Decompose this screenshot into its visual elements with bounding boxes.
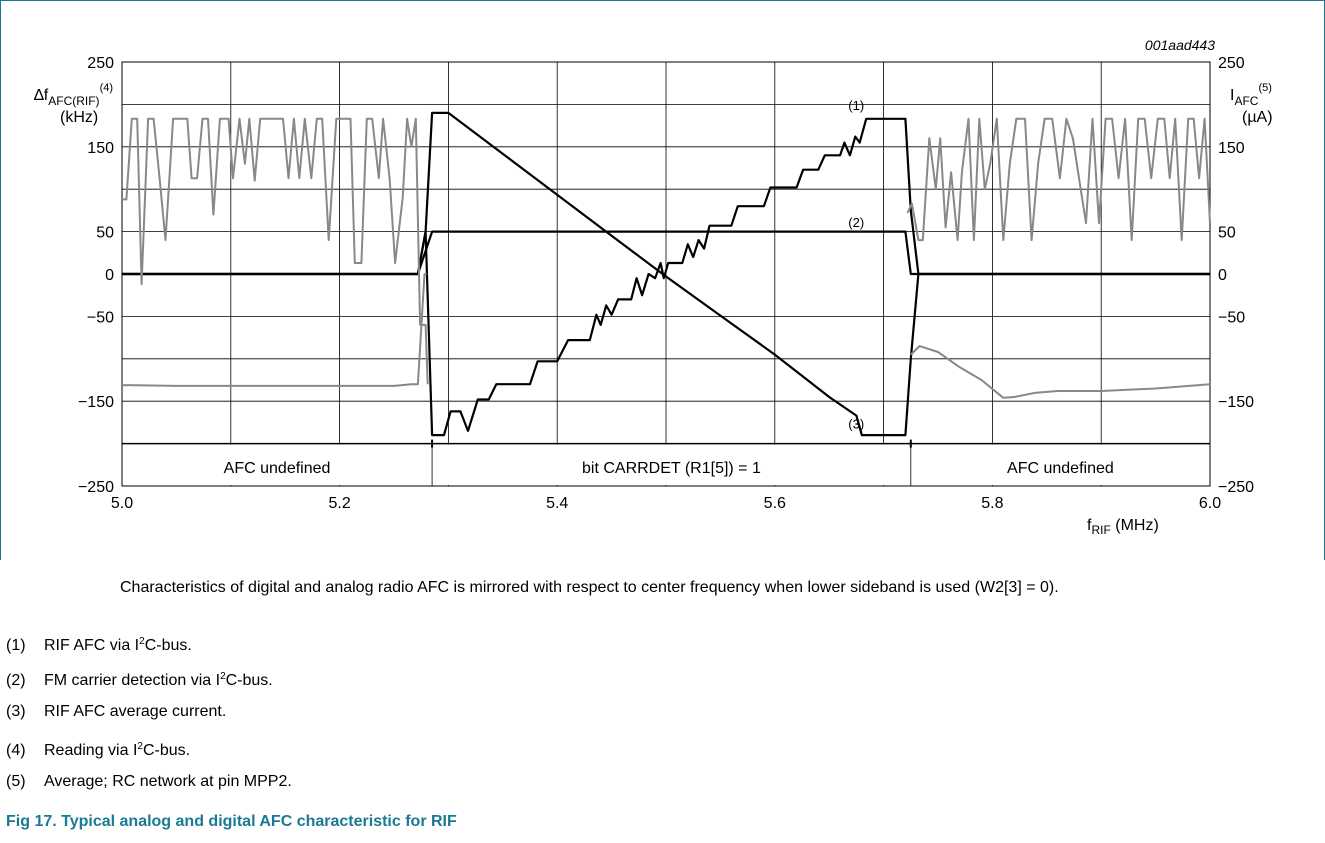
series-label: (3) [848,417,864,432]
series-line [122,111,1210,437]
axis-labels: ∆fAFC(RIF)(4) (kHz) IAFC(5) (µA) fRIF (M… [34,82,1273,537]
y-tick-label-right: 150 [1218,140,1245,157]
y-right-unit: (µA) [1242,109,1273,126]
series-line [122,117,429,385]
y-tick-label-left: 0 [105,267,114,284]
tick-labels: 250 250 150 150 50 50 0 0 −50 −50 −150 −150 −250 −250… [78,55,1254,512]
region-band [123,444,1209,485]
x-tick-label: 5.8 [981,495,1003,512]
region-label: AFC undefined [1007,460,1114,477]
y-tick-label-left: 250 [87,55,114,72]
y-tick-label-left: −50 [87,309,114,326]
series-lines: (1) (2) (3) [121,98,1211,437]
note-2: (2) FM carrier detection via I2C-bus. [6,671,273,689]
note-5: (5) Average; RC network at pin MPP2. [6,773,292,790]
caption-text: Characteristics of digital and analog ra… [120,579,1059,596]
figure-caption: Fig 17. Typical analog and digital AFC c… [6,813,457,830]
y-tick-label-right: 50 [1218,225,1236,242]
y-tick-label-left: −250 [78,479,114,496]
note-3: (3) RIF AFC average current. [6,703,227,720]
y-left-label: ∆fAFC(RIF)(4) [34,82,113,108]
y-tick-label-right: 0 [1218,267,1227,284]
x-tick-label: 5.2 [328,495,350,512]
chart: 001aad443 250 250 150 150 50 50 0 0 −50 −50 −150 −1… [0,0,1325,560]
y-tick-label-right: −250 [1218,479,1254,496]
note-4: (4) Reading via I2C-bus. [6,741,191,759]
region-label: bit CARRDET (R1[5]) = 1 [582,460,761,477]
x-tick-label: 5.6 [764,495,786,512]
x-axis-label: fRIF (MHz) [1087,517,1159,537]
y-tick-label-left: 150 [87,140,114,157]
note-1: (1) RIF AFC via I2C-bus. [6,636,192,654]
series-label: (1) [848,98,864,113]
y-tick-label-right: 250 [1218,55,1245,72]
series-line [121,273,427,387]
series-label: (2) [848,215,864,230]
x-tick-label: 5.4 [546,495,568,512]
regions: AFC undefined bit CARRDET (R1[5]) = 1 AFC … [122,439,1210,486]
y-tick-label-left: 50 [96,225,114,242]
x-tick-label: 6.0 [1199,495,1221,512]
y-tick-label-right: −150 [1218,394,1254,411]
y-tick-label-right: −50 [1218,309,1245,326]
series-line [906,117,1211,242]
y-right-label: IAFC(5) [1230,82,1272,108]
figure-id: 001aad443 [1145,37,1215,53]
series-line [122,117,1210,437]
y-tick-label-left: −150 [78,394,114,411]
region-label: AFC undefined [224,460,331,477]
x-tick-label: 5.0 [111,495,133,512]
series-line [910,345,1211,399]
y-left-unit: (kHz) [60,109,98,126]
